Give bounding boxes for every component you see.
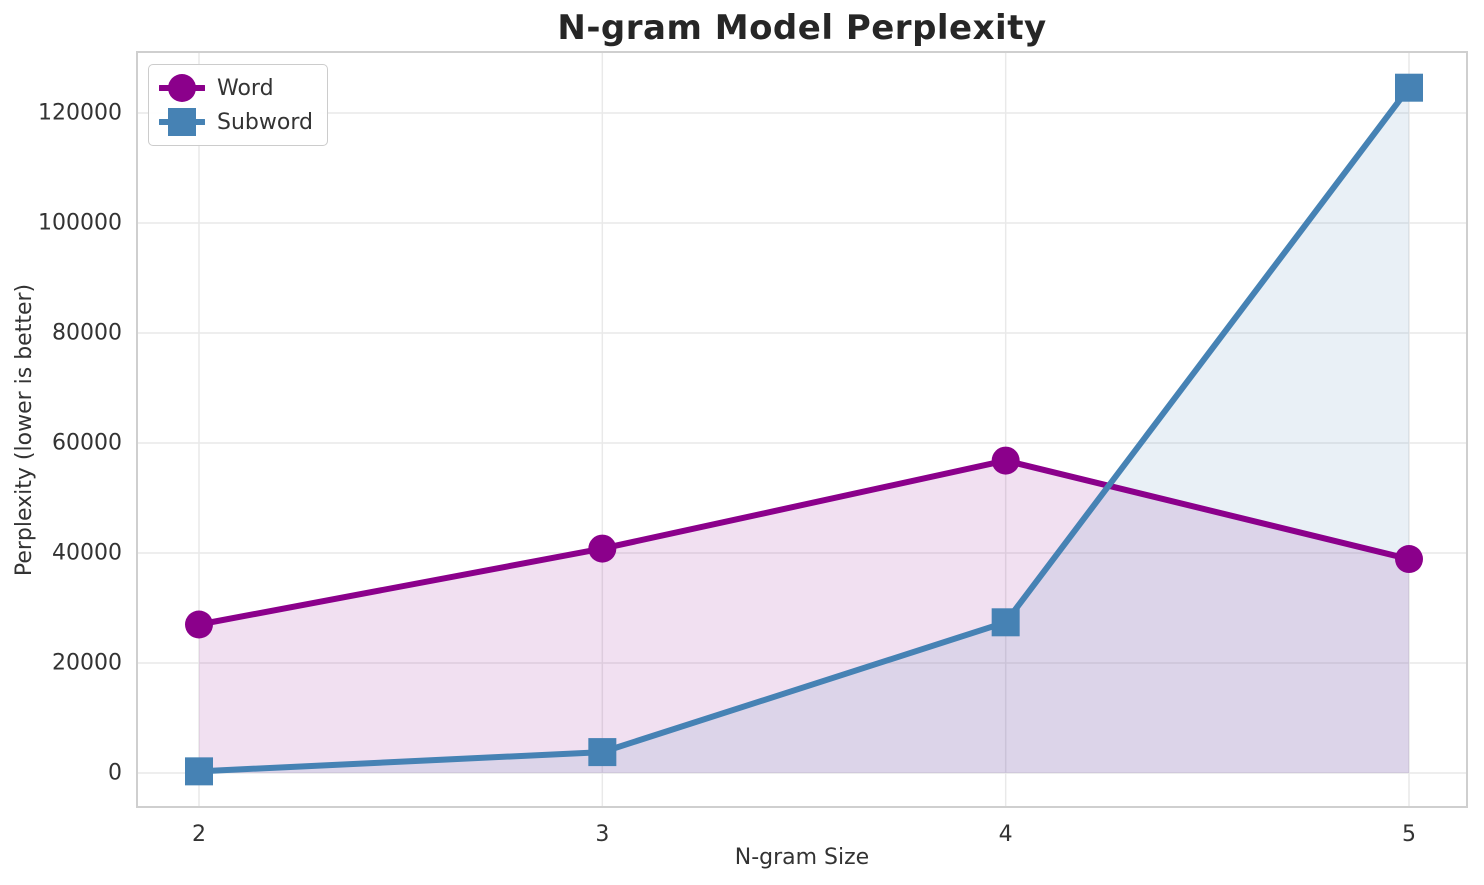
legend-label: Subword	[217, 109, 313, 135]
legend-item-word: Word	[159, 72, 313, 104]
subword-area-fill	[199, 87, 1409, 773]
legend-item-subword: Subword	[159, 106, 313, 138]
subword-line	[196, 84, 1412, 775]
word-line	[196, 457, 1412, 628]
word-marker	[588, 534, 617, 563]
x-tick-label: 3	[595, 822, 609, 847]
x-axis-label: N-gram Size	[734, 845, 870, 870]
word-marker	[991, 446, 1020, 475]
y-axis-label-text: Perplexity (lower is better)	[12, 283, 37, 577]
word-marker	[185, 610, 213, 639]
legend-label: Word	[217, 75, 274, 101]
y-tick-label: 40000	[52, 541, 122, 566]
legend: Word Subword	[148, 64, 328, 146]
x-tick-label: 4	[999, 822, 1013, 847]
y-tick-label: 60000	[52, 431, 122, 456]
subword-marker	[588, 738, 617, 767]
subword-marker	[1395, 73, 1423, 102]
word-marker	[1395, 545, 1423, 574]
subword-marker	[185, 757, 213, 786]
y-tick-label: 20000	[52, 651, 122, 676]
square-marker-icon	[159, 108, 205, 136]
word-area-fill	[199, 460, 1409, 773]
x-tick-label: 5	[1402, 822, 1416, 847]
x-tick-label: 2	[192, 822, 206, 847]
y-tick-label: 0	[108, 761, 122, 786]
circle-marker-icon	[159, 74, 205, 102]
y-tick-label: 100000	[38, 211, 122, 236]
y-tick-label: 80000	[52, 321, 122, 346]
subword-marker	[991, 608, 1020, 637]
plot-spines	[136, 51, 1468, 808]
y-tick-label: 120000	[38, 101, 122, 126]
chart-title: N-gram Model Perplexity	[557, 8, 1047, 48]
